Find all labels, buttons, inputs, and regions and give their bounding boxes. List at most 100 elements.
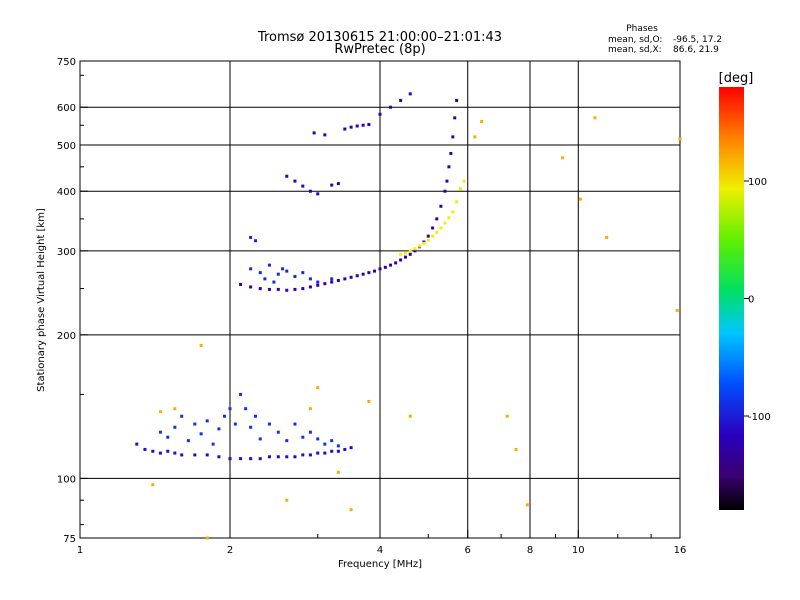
data-point: [449, 151, 453, 155]
data-point: [199, 343, 203, 347]
data-point: [323, 442, 327, 446]
data-point: [285, 174, 289, 178]
data-point: [443, 189, 447, 193]
data-point: [285, 498, 289, 502]
data-point: [193, 453, 197, 457]
data-point: [458, 187, 462, 191]
data-point: [267, 422, 271, 426]
data-point: [258, 437, 262, 441]
data-point: [244, 407, 248, 411]
data-point: [480, 120, 484, 124]
colorbar-tick-label: 100: [748, 177, 767, 188]
data-point: [253, 414, 257, 418]
data-point: [211, 442, 215, 446]
data-point: [233, 422, 237, 426]
data-point: [143, 447, 147, 451]
data-point: [443, 221, 447, 225]
x-tick-label: 4: [377, 545, 383, 556]
colorbar-tick-label: -100: [748, 412, 771, 423]
data-point: [239, 282, 243, 286]
x-axis: 1 2 4 6 8 10 16: [77, 530, 686, 556]
data-point: [193, 422, 197, 426]
data-point: [383, 265, 387, 269]
data-point: [445, 179, 449, 183]
data-point: [435, 217, 439, 221]
data-point: [249, 267, 253, 271]
data-point: [451, 210, 455, 214]
data-point: [403, 255, 407, 259]
data-point: [249, 285, 253, 289]
data-point: [399, 252, 403, 256]
data-point: [301, 435, 305, 439]
chart-subtitle: RwPretec (8p): [334, 42, 425, 57]
data-point: [293, 422, 297, 426]
data-point: [413, 249, 417, 253]
data-point: [276, 455, 280, 459]
data-point: [316, 451, 320, 455]
data-point: [173, 425, 177, 429]
y-tick-label: 750: [57, 57, 76, 68]
y-tick-label: 600: [57, 103, 76, 114]
data-point: [301, 184, 305, 188]
data-point: [431, 234, 435, 238]
data-point: [308, 453, 312, 457]
data-point: [312, 131, 316, 135]
data-point: [343, 447, 347, 451]
data-point: [301, 271, 305, 275]
data-point: [166, 449, 170, 453]
data-point: [408, 249, 412, 253]
data-point: [293, 455, 297, 459]
data-point: [435, 230, 439, 234]
data-point: [293, 179, 297, 183]
stats-x-label: mean, sd,X:: [608, 45, 662, 55]
data-point: [308, 407, 312, 411]
data-point: [258, 271, 262, 275]
data-point: [228, 407, 232, 411]
data-point: [301, 453, 305, 457]
data-point: [217, 455, 221, 459]
data-point: [431, 226, 435, 230]
data-point: [323, 451, 327, 455]
data-point: [330, 280, 334, 284]
data-point: [276, 272, 280, 276]
data-point: [316, 386, 320, 390]
data-point: [367, 122, 371, 126]
data-point: [258, 457, 262, 461]
y-tick-label: 100: [57, 474, 76, 485]
data-point: [336, 449, 340, 453]
data-point: [258, 287, 262, 291]
data-point: [336, 182, 340, 186]
data-point: [394, 261, 398, 265]
stats-o-value: -96.5, 17.2: [673, 35, 722, 45]
x-tick-label: 1: [77, 545, 83, 556]
y-axis: 75 100 200 300 400 500 600 750: [57, 57, 88, 545]
data-point: [158, 430, 162, 434]
data-point: [426, 238, 430, 242]
data-point: [426, 234, 430, 238]
data-point: [249, 425, 253, 429]
data-point: [422, 241, 426, 245]
data-point: [285, 439, 289, 443]
stats-x-value: 86.6, 21.9: [673, 45, 719, 55]
data-point: [413, 247, 417, 251]
data-point: [378, 267, 382, 271]
data-point: [561, 156, 565, 160]
data-point: [263, 277, 267, 281]
data-point: [166, 435, 170, 439]
data-point: [349, 446, 353, 450]
data-point: [349, 125, 353, 129]
data-point: [199, 432, 203, 436]
y-tick-label: 300: [57, 247, 76, 258]
data-point: [308, 189, 312, 193]
data-point: [355, 124, 359, 128]
data-point: [373, 269, 377, 273]
colorbar-tick-label: 0: [748, 295, 754, 306]
data-point: [330, 439, 334, 443]
data-point: [316, 280, 320, 284]
data-point: [323, 133, 327, 137]
data-point: [505, 414, 509, 418]
data-point: [173, 451, 177, 455]
data-point: [276, 430, 280, 434]
data-point: [316, 283, 320, 287]
data-point: [447, 165, 451, 169]
